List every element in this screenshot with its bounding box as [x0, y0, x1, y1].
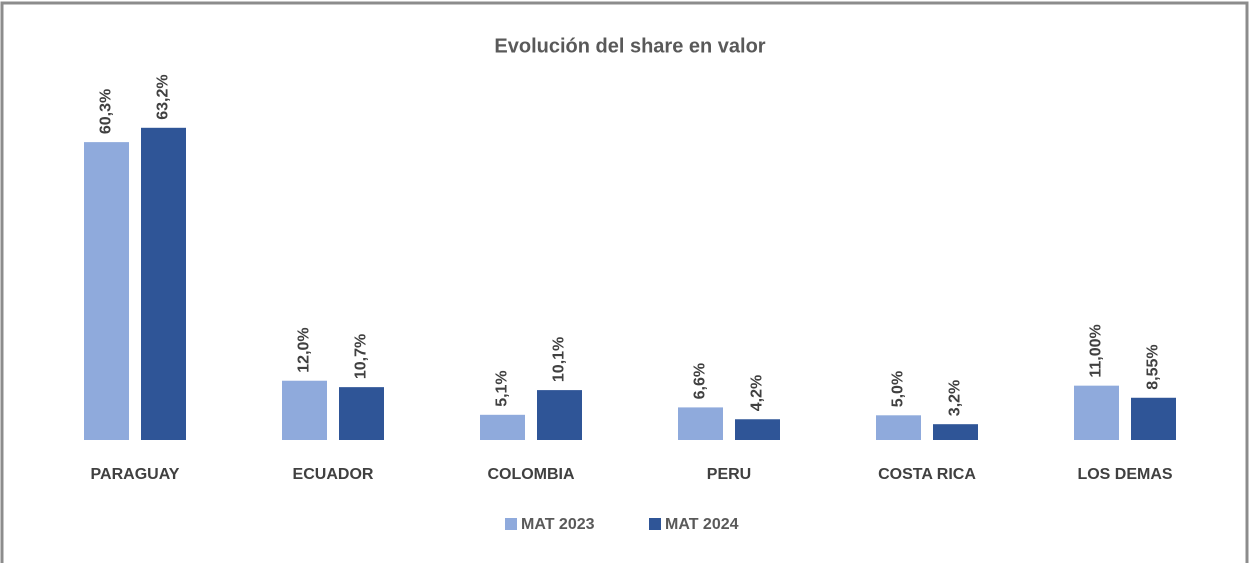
- bar: [339, 387, 384, 440]
- bar: [933, 424, 978, 440]
- x-tick-label: PERU: [707, 466, 751, 483]
- bar: [1074, 385, 1119, 440]
- value-label: 3,2%: [947, 380, 964, 416]
- value-label: 60,3%: [98, 89, 115, 134]
- legend-label: MAT 2024: [665, 516, 739, 533]
- value-label: 12,0%: [296, 327, 313, 372]
- legend-swatch: [649, 518, 661, 530]
- value-label: 10,1%: [551, 337, 568, 382]
- chart-title: Evolución del share en valor: [494, 35, 765, 57]
- bar: [141, 127, 186, 441]
- x-tick-label: PARAGUAY: [91, 466, 180, 483]
- bar: [876, 415, 921, 440]
- x-tick-label: COLOMBIA: [487, 466, 575, 483]
- x-tick-label: ECUADOR: [293, 466, 374, 483]
- value-label: 5,0%: [890, 371, 907, 407]
- bar: [282, 380, 327, 440]
- value-label: 11,00%: [1088, 324, 1105, 377]
- bar: [480, 414, 525, 440]
- value-label: 10,7%: [353, 334, 370, 379]
- value-label: 5,1%: [494, 370, 511, 406]
- value-label: 4,2%: [749, 375, 766, 411]
- value-label: 63,2%: [155, 74, 172, 119]
- bar: [537, 390, 582, 440]
- bar: [735, 419, 780, 440]
- legend-swatch: [505, 518, 517, 530]
- value-label: 8,55%: [1145, 344, 1162, 389]
- x-tick-label: LOS DEMAS: [1077, 466, 1172, 483]
- value-label: 6,6%: [692, 363, 709, 399]
- bar: [1131, 397, 1176, 440]
- bar: [84, 142, 129, 441]
- legend-label: MAT 2023: [521, 516, 595, 533]
- bar: [678, 407, 723, 440]
- x-tick-label: COSTA RICA: [878, 466, 976, 483]
